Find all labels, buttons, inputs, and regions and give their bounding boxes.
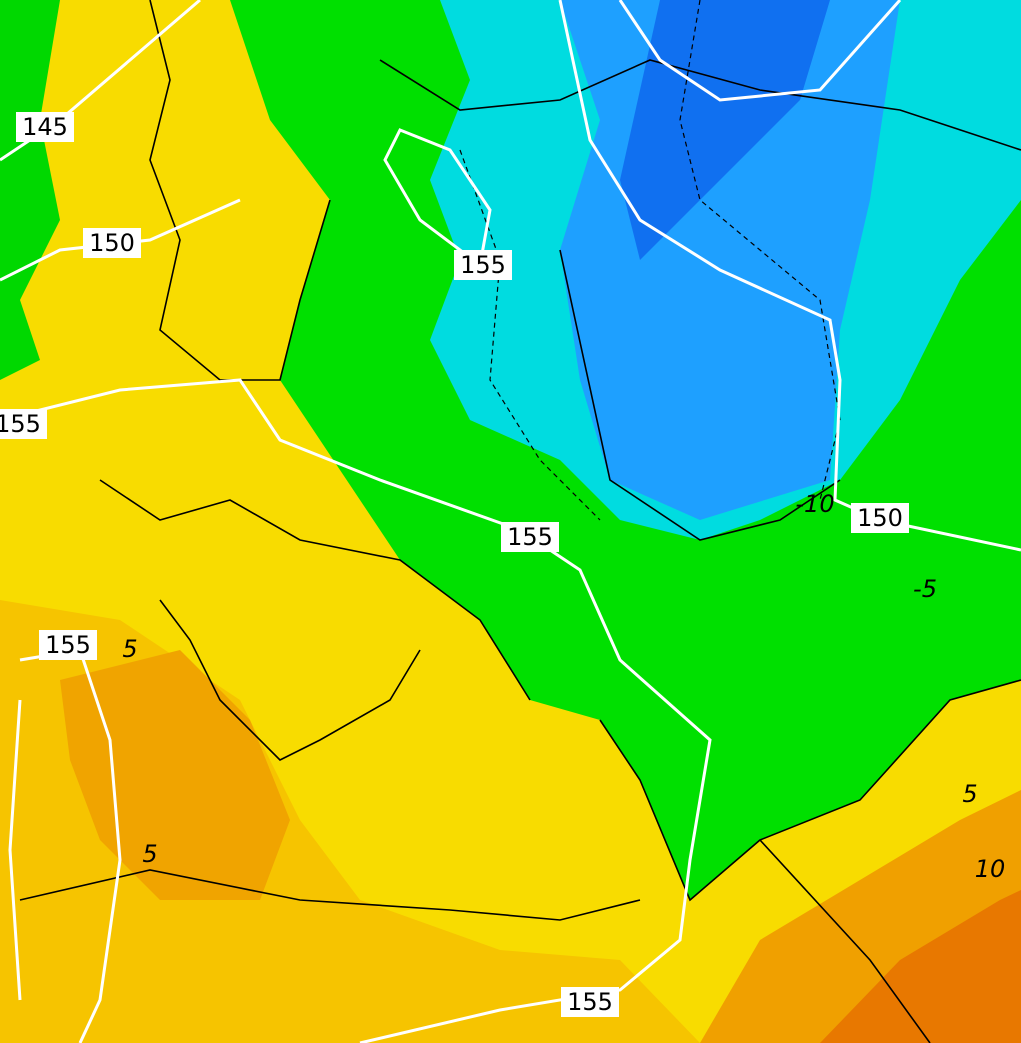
isoline-label: 145 [22,113,68,141]
temperature-label: 5 [142,840,157,868]
isoline-label: 155 [0,410,41,438]
temperature-label: 5 [122,635,137,663]
isoline-label-box [501,522,559,552]
isoline-label-box [39,630,97,660]
isoline-label: 150 [89,229,135,257]
temperature-label: 10 [975,855,1006,883]
isoline-label: 150 [857,504,903,532]
isoline-label-box [561,987,619,1017]
isoline-label-box [0,409,47,439]
temperature-label: -5 [913,575,937,603]
isoline-label: 155 [507,523,553,551]
temperature-label: 5 [962,780,977,808]
isoline-label-box [851,503,909,533]
isoline-label-box [16,112,74,142]
isoline-label: 155 [45,631,91,659]
isoline-label-box [454,250,512,280]
isoline-label-box [83,228,141,258]
isoline-label: 155 [567,988,613,1016]
temperature-label: -10 [795,490,834,518]
isoline-label: 155 [460,251,506,279]
